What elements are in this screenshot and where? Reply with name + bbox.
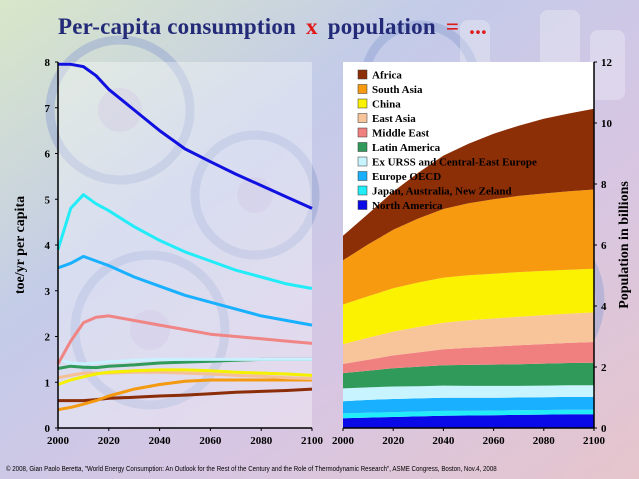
y-tick-label-right: 10 bbox=[601, 118, 613, 130]
y-tick-label-left: 2 bbox=[45, 332, 51, 344]
x-tick-label-left: 2040 bbox=[149, 435, 172, 447]
y-tick-label-right: 12 bbox=[601, 57, 613, 69]
legend-swatch-latin-america bbox=[357, 142, 368, 152]
title-times-symbol: x bbox=[306, 14, 318, 39]
y-tick-label-right: 4 bbox=[601, 301, 607, 313]
line-china bbox=[57, 368, 313, 386]
y-tick-label-left: 0 bbox=[45, 423, 51, 435]
legend-label-north-america: North America bbox=[372, 200, 443, 212]
y-tick-label-left: 7 bbox=[45, 103, 51, 115]
x-tick-label-right: 2060 bbox=[483, 435, 506, 447]
x-tick-label-right: 2020 bbox=[382, 435, 405, 447]
x-tick-label-left: 2080 bbox=[250, 435, 273, 447]
area-africa bbox=[343, 108, 594, 261]
area-north-america bbox=[343, 414, 594, 428]
title-equals-symbol: = bbox=[445, 14, 460, 39]
y-tick-label-left: 1 bbox=[45, 377, 51, 389]
x-tick-label-right: 2040 bbox=[432, 435, 455, 447]
y-tick-label-left: 5 bbox=[45, 194, 51, 206]
legend-label-africa: Africa bbox=[372, 70, 402, 82]
legend-label-middle-east: Middle East bbox=[372, 128, 429, 140]
per-capita-line-chart: 0 1 2 3 4 5 6 7 8 2000 2020 2040 2060 2080 2100 toe/yr … bbox=[13, 57, 324, 447]
y-tick-label-left: 6 bbox=[45, 149, 51, 161]
copyright-footer: © 2008, Gian Paolo Beretta, "World Energ… bbox=[6, 466, 497, 473]
line-south-asia bbox=[57, 378, 312, 412]
line-europe-oecd bbox=[57, 254, 313, 327]
line-ex-urss-and-central-east-europe bbox=[57, 357, 312, 366]
y-tick-label-left: 8 bbox=[45, 57, 51, 69]
area-east-asia bbox=[343, 312, 594, 364]
legend-swatch-europe-oecd bbox=[357, 171, 368, 181]
slide-title: Per-capita consumption x population =... bbox=[58, 14, 497, 40]
x-tick-label-left: 2100 bbox=[301, 435, 324, 447]
title-ellipsis: ... bbox=[469, 14, 487, 39]
x-tick-label-right: 2080 bbox=[533, 435, 556, 447]
legend-swatch-north-america bbox=[357, 200, 368, 210]
legend-label-east-asia: East Asia bbox=[372, 113, 416, 125]
legend-swatch-africa bbox=[357, 69, 368, 80]
area-china bbox=[343, 268, 594, 345]
area-south-asia bbox=[343, 189, 594, 305]
y-tick-label-right: 6 bbox=[601, 240, 607, 252]
legend-label-china: China bbox=[372, 99, 401, 111]
x-tick-label-left: 2000 bbox=[47, 435, 70, 447]
legend-swatch-south-asia bbox=[357, 84, 368, 94]
y-tick-label-left: 3 bbox=[45, 286, 51, 298]
line-africa bbox=[58, 387, 313, 403]
legend-label-south-asia: South Asia bbox=[372, 84, 423, 96]
legend-swatch-east-asia bbox=[357, 113, 368, 123]
legend-swatch-china bbox=[357, 98, 368, 109]
x-tick-label-right: 2100 bbox=[583, 435, 606, 447]
legend-swatch-ex-urss-and-central-east-europe bbox=[357, 156, 368, 167]
area-latin-america bbox=[343, 362, 594, 389]
legend-label-japan-australia-new-zeland: Japan, Australia, New Zeland bbox=[372, 186, 512, 198]
legend-label-latin-america: Latin America bbox=[372, 142, 441, 154]
x-tick-label-left: 2020 bbox=[98, 435, 121, 447]
x-tick-label-left: 2060 bbox=[199, 435, 222, 447]
title-per-capita: Per-capita consumption bbox=[58, 14, 297, 39]
area-japan-australia-new-zeland bbox=[343, 409, 594, 419]
x-tick-label-right: 2000 bbox=[332, 435, 355, 447]
area-ex-urss-and-central-east-europe bbox=[343, 385, 594, 402]
y-tick-label-right: 0 bbox=[601, 423, 607, 435]
y-axis-title-right: Population in billions bbox=[617, 181, 632, 309]
y-tick-label-right: 8 bbox=[601, 179, 607, 191]
line-japan-australia-new-zeland bbox=[56, 193, 313, 290]
line-north-america bbox=[58, 62, 313, 210]
title-population: population bbox=[327, 14, 436, 39]
legend-label-ex-urss-and-central-east-europe: Ex URSS and Central-East Europe bbox=[372, 157, 537, 169]
y-axis-title-left: toe/yr per capita bbox=[13, 196, 28, 294]
y-tick-label-left: 4 bbox=[45, 240, 51, 252]
legend-label-europe-oecd: Europe OECD bbox=[372, 171, 441, 183]
line-middle-east bbox=[56, 314, 313, 365]
area-middle-east bbox=[343, 342, 594, 374]
legend-swatch-middle-east bbox=[357, 127, 368, 138]
line-east-asia bbox=[57, 370, 313, 381]
legend-swatch-japan-australia-new-zeland bbox=[357, 185, 368, 196]
area-europe-oecd bbox=[343, 396, 594, 414]
y-tick-label-right: 2 bbox=[601, 362, 607, 374]
population-area-chart: 0 2 4 6 8 10 12 2000 2020 2040 2060 2080 2100 Populat… bbox=[332, 57, 632, 447]
